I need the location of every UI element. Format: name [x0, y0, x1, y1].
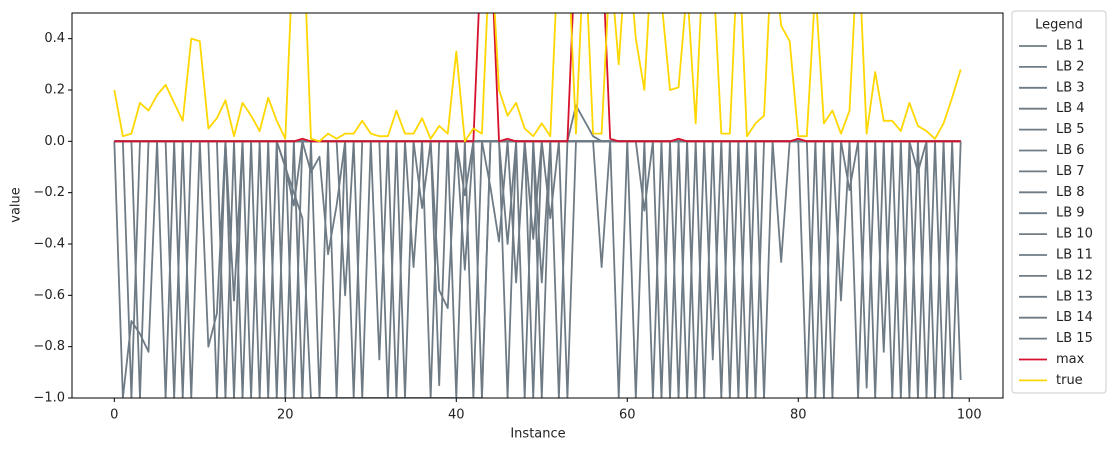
- plot-frame: [71, 12, 1004, 399]
- legend-label: LB 15: [1056, 331, 1093, 346]
- legend-label: true: [1056, 373, 1083, 388]
- y-tick-label: 0.2: [44, 83, 65, 98]
- y-tick-label: 0.4: [44, 31, 65, 46]
- x-tick-label: 20: [277, 408, 294, 423]
- legend-label: LB 11: [1056, 248, 1093, 263]
- legend-label: LB 7: [1056, 164, 1085, 179]
- legend-label: LB 8: [1056, 185, 1085, 200]
- y-tick-label: −0.2: [33, 185, 65, 200]
- y-axis-label: value: [9, 187, 24, 223]
- x-axis-label: Instance: [510, 427, 565, 442]
- legend-label: LB 6: [1056, 143, 1085, 158]
- y-tick-label: −1.0: [33, 391, 65, 406]
- legend-title: Legend: [1035, 18, 1083, 33]
- legend-label: LB 2: [1056, 59, 1085, 74]
- legend-label: LB 12: [1056, 268, 1093, 283]
- legend-label: LB 4: [1056, 101, 1085, 116]
- x-tick-label: 80: [790, 408, 807, 423]
- series-line: [113, 13, 962, 143]
- x-tick-label: 0: [110, 408, 118, 423]
- y-tick-label: 0.0: [44, 134, 65, 149]
- legend-label: max: [1056, 352, 1085, 367]
- legend-label: LB 10: [1056, 227, 1093, 242]
- legend-label: LB 5: [1056, 122, 1085, 137]
- series-line: [114, 13, 961, 143]
- legend-label: LB 14: [1056, 310, 1093, 325]
- legend-label: LB 3: [1056, 80, 1085, 95]
- plot-lines: [113, 13, 962, 398]
- x-tick-label: 100: [957, 408, 982, 423]
- y-tick-label: −0.4: [33, 237, 65, 252]
- y-tick-label: −0.8: [33, 339, 65, 354]
- legend-label: LB 9: [1056, 206, 1085, 221]
- y-tick-label: −0.6: [33, 288, 65, 303]
- x-tick-label: 40: [448, 408, 465, 423]
- x-tick-label: 60: [619, 408, 636, 423]
- legend-label: LB 1: [1056, 39, 1085, 54]
- legend-label: LB 13: [1056, 289, 1093, 304]
